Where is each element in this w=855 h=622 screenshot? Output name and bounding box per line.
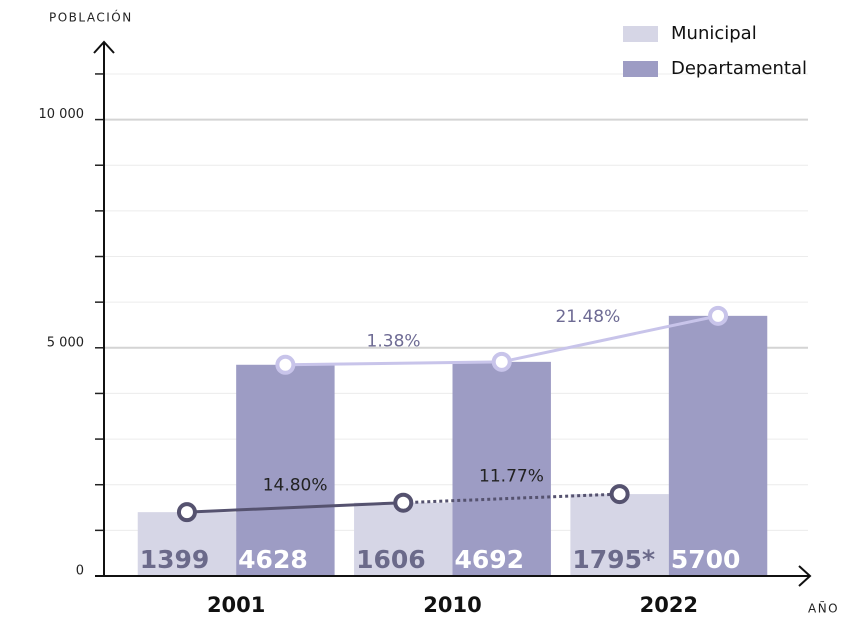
trend-line xyxy=(403,492,620,505)
trend-point xyxy=(275,354,296,375)
y-tick-label: 0 xyxy=(76,564,84,579)
y-axis-arrow xyxy=(93,40,115,54)
bar xyxy=(452,361,551,576)
y-tick-label: 5 000 xyxy=(47,335,84,350)
trend-point xyxy=(609,484,630,505)
growth-label: 1.38% xyxy=(367,331,421,351)
legend-swatch xyxy=(623,61,658,77)
growth-label: 11.77% xyxy=(479,466,544,486)
y-axis-label: POBLACIÓN xyxy=(49,10,133,25)
bar xyxy=(668,315,768,576)
x-axis-arrow xyxy=(798,565,812,587)
value-label: 1795* xyxy=(572,545,655,574)
x-axis-label: AÑO xyxy=(808,601,839,616)
value-label: 4692 xyxy=(455,545,525,574)
trend-line xyxy=(501,314,719,364)
x-tick-label: 2022 xyxy=(640,593,698,617)
trend-point xyxy=(176,502,197,523)
bar xyxy=(236,364,335,576)
legend-label: Municipal xyxy=(671,23,757,44)
legend-label: Departamental xyxy=(671,58,807,79)
x-tick-label: 2010 xyxy=(423,593,481,617)
bar xyxy=(137,512,237,576)
trend-point xyxy=(491,351,512,372)
x-tick-label: 2001 xyxy=(207,593,265,617)
trend-point xyxy=(393,492,414,513)
trend-line xyxy=(186,501,404,514)
value-label: 5700 xyxy=(671,545,741,574)
legend-swatch xyxy=(623,26,658,42)
value-label: 4628 xyxy=(238,545,308,574)
bar xyxy=(570,494,669,576)
growth-label: 21.48% xyxy=(555,307,620,327)
trend-line xyxy=(285,360,502,367)
growth-label: 14.80% xyxy=(263,475,328,495)
value-label: 1399 xyxy=(140,545,210,574)
y-tick-label: 10 000 xyxy=(39,107,85,122)
trend-point xyxy=(708,305,729,326)
bar xyxy=(354,502,453,576)
value-label: 1606 xyxy=(356,545,426,574)
